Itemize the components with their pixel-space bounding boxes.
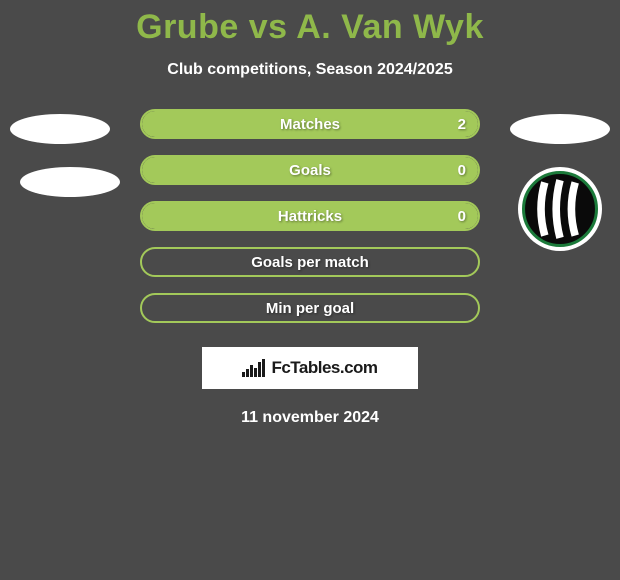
stat-bar-value: 2 [458,111,466,137]
player-right-club-badge [518,167,602,251]
stat-bars: Matches2Goals0Hattricks0Goals per matchM… [140,109,480,323]
comparison-subtitle: Club competitions, Season 2024/2025 [0,61,620,79]
snapshot-date: 11 november 2024 [0,409,620,427]
stat-bar-label: Goals [142,157,478,183]
stat-bar-value: 0 [458,203,466,229]
bars-chart-icon [242,359,265,377]
stat-bar: Goals per match [140,247,480,277]
stat-bar-label: Goals per match [142,249,478,275]
player-left-badge-1 [10,114,110,144]
player-right-badge-1 [510,114,610,144]
content-area: Matches2Goals0Hattricks0Goals per matchM… [0,109,620,427]
stat-bar-value: 0 [458,157,466,183]
stat-bar-label: Hattricks [142,203,478,229]
stat-bar: Hattricks0 [140,201,480,231]
club-crest-icon [522,171,598,247]
stat-bar-label: Min per goal [142,295,478,321]
player-left-badge-2 [20,167,120,197]
stat-bar: Matches2 [140,109,480,139]
stat-bar-label: Matches [142,111,478,137]
stat-bar: Goals0 [140,155,480,185]
source-logo-text: FcTables.com [271,358,377,378]
comparison-title: Grube vs A. Van Wyk [0,0,620,47]
stat-bar: Min per goal [140,293,480,323]
source-logo: FcTables.com [202,347,418,389]
